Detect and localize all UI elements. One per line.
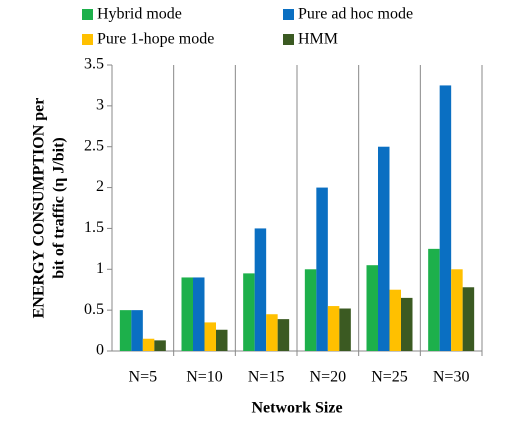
y-tick-label: 2 xyxy=(96,178,104,195)
y-tick-label: 1 xyxy=(96,260,104,277)
y-tick-label: 0.5 xyxy=(84,301,104,318)
bar xyxy=(266,314,278,351)
bar xyxy=(131,310,143,351)
x-tick-label: N=15 xyxy=(248,369,285,386)
bar xyxy=(254,228,267,351)
bar xyxy=(204,322,216,351)
bar xyxy=(439,85,452,351)
bar xyxy=(304,269,317,351)
legend-label: Hybrid mode xyxy=(97,6,182,23)
bar xyxy=(216,329,228,351)
y-tick-label: 1.5 xyxy=(84,219,104,236)
x-tick-label: N=25 xyxy=(371,369,408,386)
bar xyxy=(378,146,390,351)
legend-swatch xyxy=(82,9,93,20)
bar xyxy=(366,265,378,351)
bar xyxy=(316,187,328,351)
y-axis-title: ENERGY CONSUMPTION per xyxy=(31,98,48,319)
bar xyxy=(142,338,155,351)
bar xyxy=(451,269,463,351)
x-tick-label: N=30 xyxy=(433,369,470,386)
x-tick-label: N=5 xyxy=(129,369,158,386)
legend-label: HMM xyxy=(298,31,338,48)
legend-swatch xyxy=(283,34,294,45)
legend-swatch xyxy=(82,34,93,45)
bar xyxy=(428,248,440,351)
bar xyxy=(243,273,255,351)
bar xyxy=(154,340,166,351)
y-tick-label: 2.5 xyxy=(84,137,104,154)
bar xyxy=(339,308,351,351)
y-axis-title: bit of traffic (η J/bit) xyxy=(51,137,68,279)
bar xyxy=(401,297,413,351)
x-tick-label: N=10 xyxy=(186,369,223,386)
bar xyxy=(277,319,290,351)
bar xyxy=(193,277,205,351)
legend-label: Pure 1-hope mode xyxy=(97,31,214,48)
bar xyxy=(119,310,132,351)
bar xyxy=(327,306,340,351)
bar xyxy=(462,287,475,351)
bar xyxy=(181,277,193,351)
y-tick-label: 3.5 xyxy=(84,56,104,73)
legend-swatch xyxy=(283,9,294,20)
bar xyxy=(389,289,401,351)
x-axis-title: Network Size xyxy=(251,400,342,417)
legend-label: Pure ad hoc mode xyxy=(298,6,413,23)
x-tick-label: N=20 xyxy=(310,369,347,386)
y-tick-label: 3 xyxy=(96,97,104,114)
y-tick-label: 0 xyxy=(96,342,104,359)
